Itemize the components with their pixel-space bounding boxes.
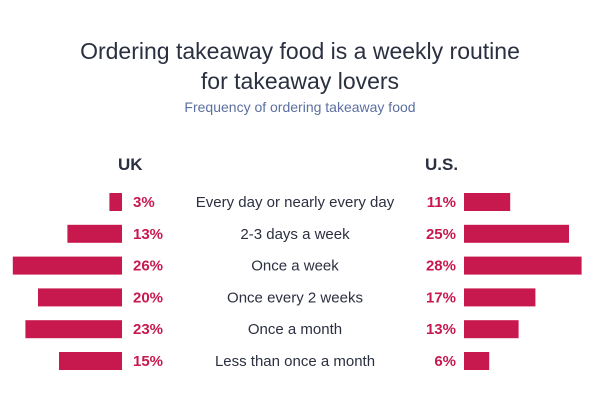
- category-label: Once a week: [251, 258, 339, 275]
- uk-bar: [67, 224, 122, 243]
- chart-subtitle: Frequency of ordering takeaway food: [184, 99, 416, 115]
- uk-bar: [25, 320, 122, 339]
- category-label: Once a month: [248, 321, 342, 338]
- category-label: Every day or nearly every day: [196, 194, 395, 211]
- us-value-label: 13%: [426, 321, 456, 338]
- chart-title: Ordering takeaway food is a weekly routi…: [0, 36, 600, 96]
- us-value-label: 17%: [426, 289, 456, 306]
- chart-title-line-1: Ordering takeaway food is a weekly routi…: [80, 38, 520, 64]
- us-value-label: 25%: [426, 226, 456, 243]
- uk-bar: [59, 352, 122, 370]
- uk-value-label: 13%: [133, 226, 163, 243]
- uk-value-label: 15%: [133, 353, 163, 370]
- uk-value-label: 23%: [133, 321, 163, 338]
- category-label: Less than once a month: [215, 353, 375, 370]
- category-label: Once every 2 weeks: [227, 289, 363, 306]
- chart-title-line-2: for takeaway lovers: [200, 68, 400, 94]
- uk-column-header: UK: [118, 155, 143, 174]
- us-bar: [464, 320, 519, 339]
- uk-value-label: 3%: [133, 194, 155, 211]
- us-value-label: 28%: [426, 258, 456, 275]
- category-label: 2-3 days a week: [240, 226, 350, 243]
- uk-bar: [109, 193, 122, 211]
- us-bar: [464, 256, 582, 275]
- uk-bar: [12, 256, 122, 275]
- us-column-header: U.S.: [425, 155, 459, 174]
- us-value-label: 11%: [427, 194, 456, 211]
- us-bar: [464, 224, 569, 243]
- us-bar: [464, 288, 536, 307]
- uk-bar: [38, 288, 122, 307]
- uk-value-label: 26%: [133, 258, 163, 275]
- us-value-label: 6%: [434, 353, 456, 370]
- uk-value-label: 20%: [133, 289, 163, 306]
- us-bar: [464, 193, 511, 211]
- us-bar: [464, 352, 490, 370]
